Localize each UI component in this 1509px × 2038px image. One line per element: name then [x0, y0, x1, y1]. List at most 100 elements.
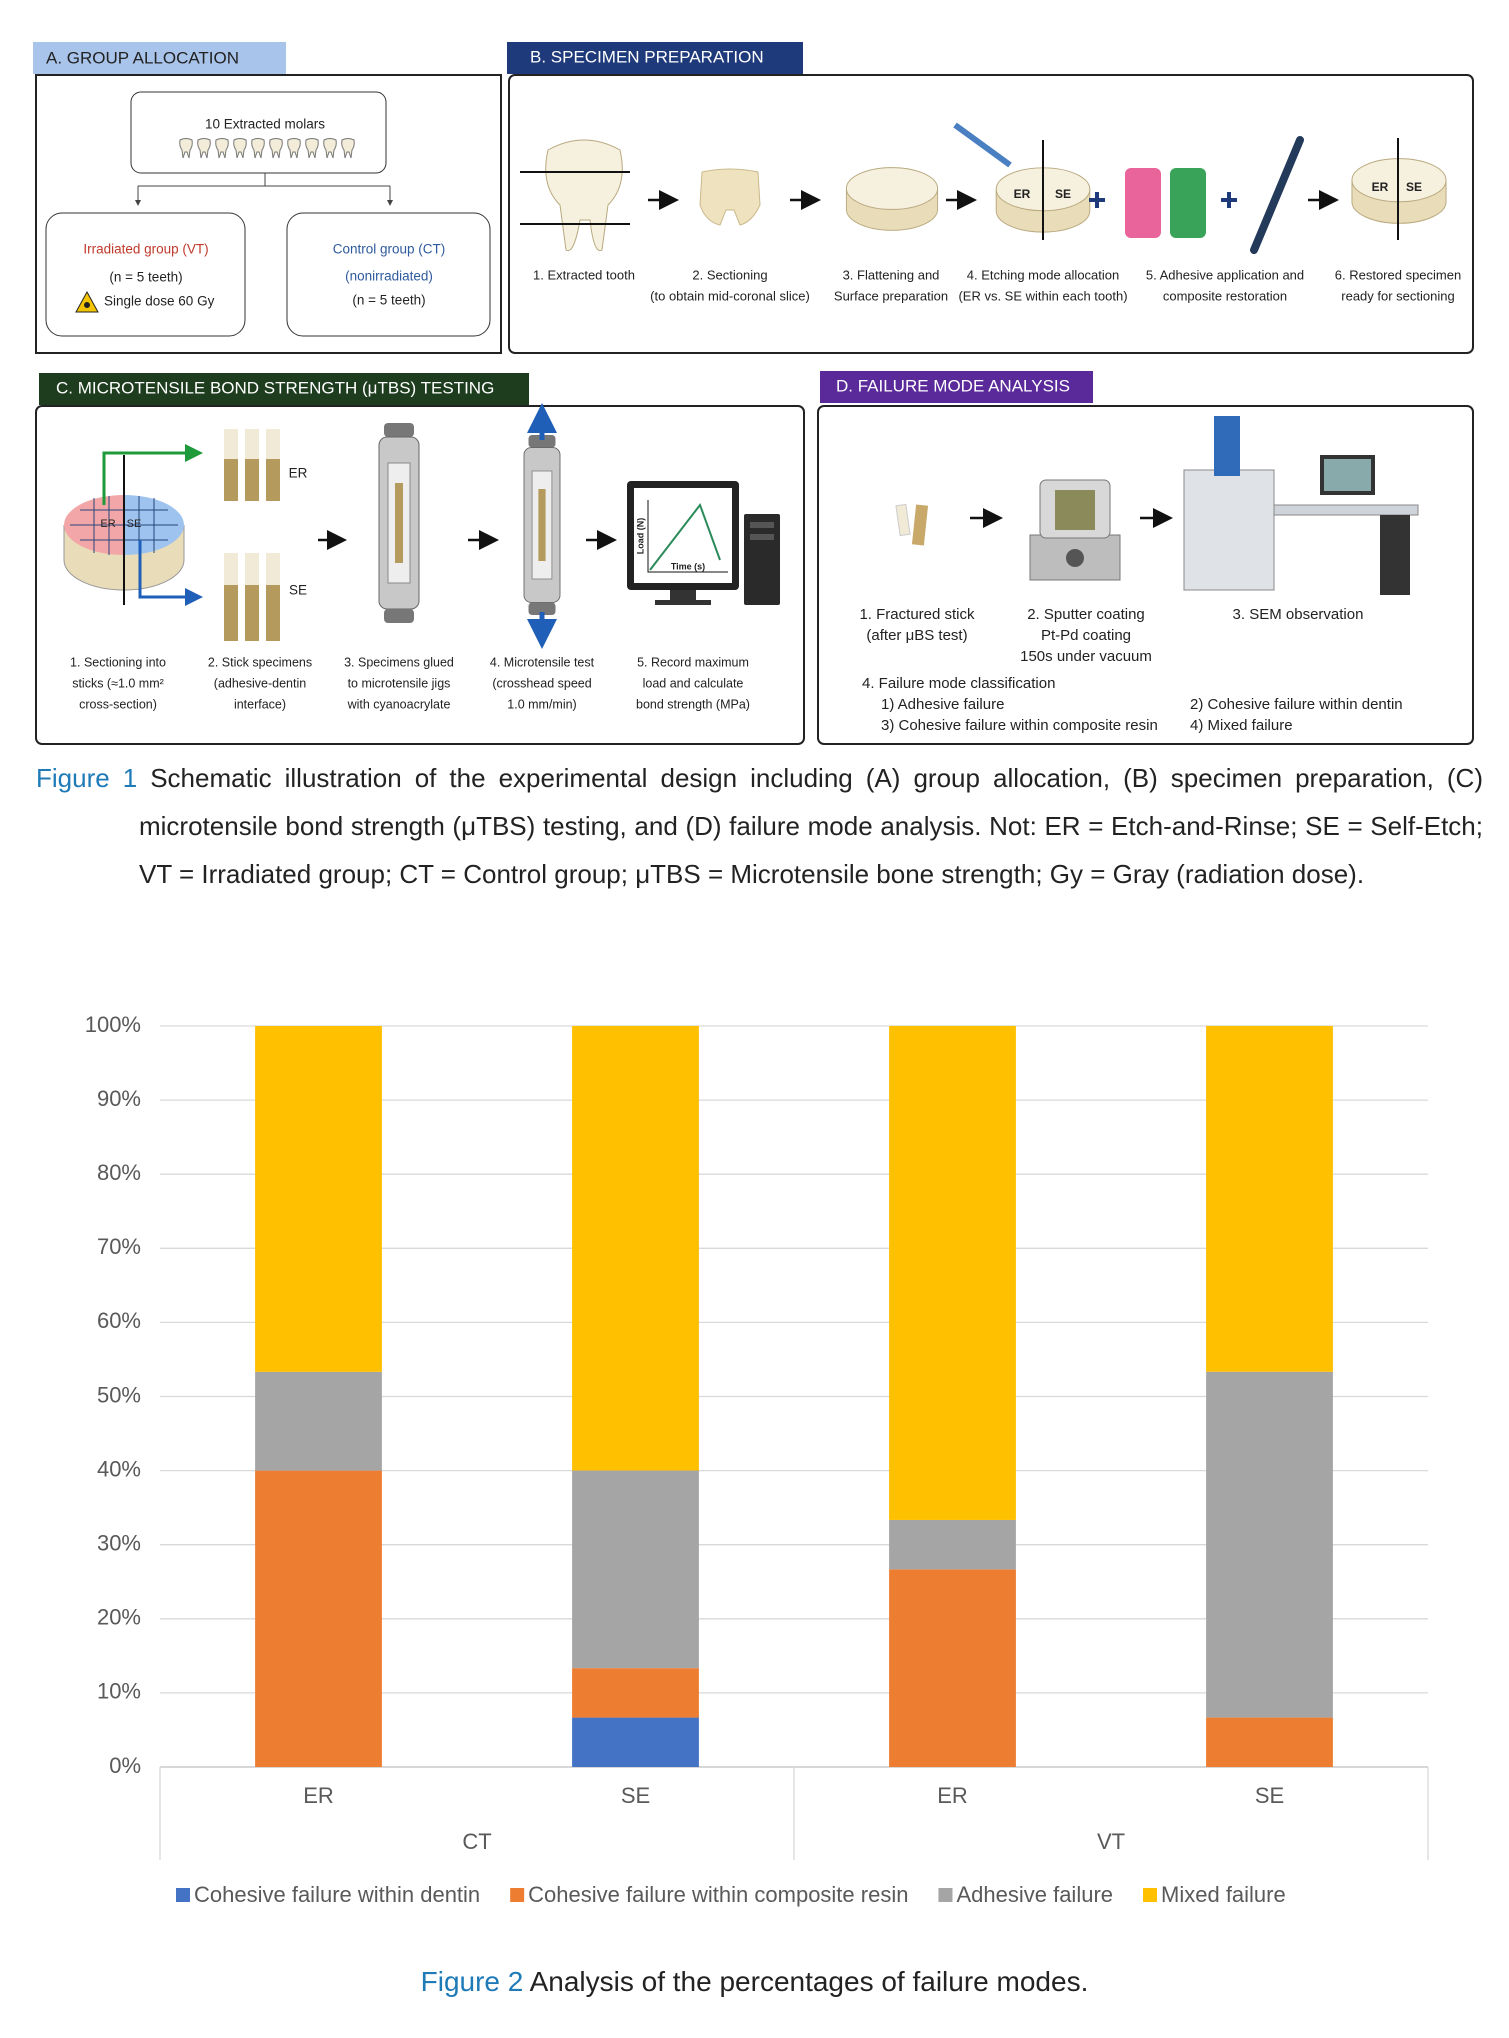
y-tick-label: 100%	[85, 1012, 141, 1037]
step-label: 1. Sectioning into	[70, 655, 166, 669]
split-lines	[135, 173, 393, 206]
legend-label: Mixed failure	[1161, 1882, 1286, 1907]
y-tick-label: 80%	[97, 1160, 141, 1185]
se-arrow	[138, 540, 203, 606]
disc-label: ER	[1014, 187, 1031, 201]
sectioned-disc	[63, 455, 185, 605]
legend-swatch	[176, 1888, 190, 1902]
step-label: 1. Fractured stick	[859, 606, 975, 623]
sticks	[224, 429, 280, 641]
er-arrow	[102, 444, 203, 505]
bar-segment	[255, 1026, 382, 1372]
x-tick-label: ER	[303, 1783, 334, 1808]
y-tick-label: 60%	[97, 1308, 141, 1333]
disc-icon	[845, 167, 939, 231]
step-label: to microtensile jigs	[348, 676, 451, 690]
y-tick-label: 0%	[109, 1753, 141, 1778]
applicator-icon	[1250, 136, 1304, 254]
panel-b	[508, 74, 1474, 354]
stick-label: ER	[289, 466, 308, 481]
legend-swatch	[510, 1888, 525, 1902]
classification-title: 4. Failure mode classification	[862, 675, 1055, 692]
panel-a-tab	[33, 42, 286, 74]
panel-d	[817, 405, 1474, 745]
classification-item: 1) Adhesive failure	[881, 696, 1004, 713]
y-tick-label: 90%	[97, 1086, 141, 1111]
group-n: (n = 5 teeth)	[109, 270, 182, 285]
jig-icon	[378, 423, 420, 623]
disc-label: SE	[1406, 180, 1422, 194]
y-tick-label: 30%	[97, 1531, 141, 1556]
disc-label: ER	[100, 518, 115, 530]
bar-segment	[572, 1470, 699, 1669]
step-label: 4. Microtensile test	[490, 655, 595, 669]
sem-icon	[1183, 416, 1419, 595]
bottle-icon	[1125, 168, 1161, 238]
group-note: (nonirradiated)	[345, 269, 433, 284]
caption-text: Analysis of the percentages of failure m…	[529, 1966, 1089, 1997]
sputter-icon	[1029, 479, 1121, 581]
figure-caption: Figure 2 Analysis of the percentages of …	[0, 1958, 1509, 2006]
group-name: Irradiated group (VT)	[83, 242, 208, 257]
group-dose: Single dose 60 Gy	[104, 294, 215, 309]
bottle-icon	[1170, 168, 1206, 238]
disc-label: ER	[1372, 180, 1389, 194]
step-label: 3. Flattening and	[843, 267, 940, 282]
x-tick-label: ER	[937, 1783, 968, 1808]
group-box	[45, 212, 246, 337]
caption-label: Figure 2	[420, 1966, 524, 1997]
step-label: 5. Record maximum	[637, 655, 749, 669]
step-label: 2. Sputter coating	[1027, 606, 1145, 623]
bar-segment	[255, 1470, 382, 1767]
step-label: (ER vs. SE within each tooth)	[958, 288, 1127, 303]
step-label: cross-section)	[79, 697, 157, 711]
panel-b-tab	[507, 42, 803, 74]
bar-segment	[889, 1025, 1016, 1520]
disc-label: SE	[1055, 187, 1071, 201]
step-label: 3. SEM observation	[1233, 606, 1364, 623]
bar-segment	[889, 1519, 1016, 1570]
panel-title: B. SPECIMEN PREPARATION	[530, 47, 764, 66]
radiation-icon	[84, 302, 90, 308]
step-label: 2. Stick specimens	[208, 655, 312, 669]
step-label: 1. Extracted tooth	[533, 267, 635, 282]
y-tick-label: 20%	[97, 1605, 141, 1630]
tooth-icon	[520, 139, 630, 252]
figure-caption: Figure 1 Schematic illustration of the e…	[36, 754, 1483, 898]
step-label: 3. Specimens glued	[344, 655, 454, 669]
group-name: Control group (CT)	[333, 242, 446, 257]
source-label: 10 Extracted molars	[205, 117, 325, 132]
group-box	[286, 212, 491, 337]
stick-label: SE	[289, 583, 307, 598]
step-label: 2. Sectioning	[692, 267, 767, 282]
x-tick-label: SE	[1255, 1783, 1284, 1808]
bar-segment	[1206, 1717, 1333, 1767]
classification-item: 4) Mixed failure	[1190, 717, 1293, 734]
graph-x-label: Time (s)	[671, 561, 705, 571]
legend-swatch	[1143, 1888, 1158, 1902]
stick-icon	[895, 503, 929, 546]
classification-item: 2) Cohesive failure within dentin	[1190, 696, 1403, 713]
step-label: Pt-Pd coating	[1041, 627, 1131, 644]
bar-segment	[255, 1371, 382, 1471]
slice-icon	[699, 168, 761, 226]
source-box	[130, 91, 387, 174]
step-label: bond strength (MPa)	[636, 697, 750, 711]
step-label: with cyanoacrylate	[347, 697, 451, 711]
y-tick-label: 10%	[97, 1679, 141, 1704]
step-label: composite restoration	[1163, 288, 1287, 303]
classification-item: 3) Cohesive failure within composite res…	[881, 717, 1158, 734]
panel-a	[35, 74, 502, 354]
bar-segment	[889, 1569, 1016, 1767]
panel-title: D. FAILURE MODE ANALYSIS	[836, 376, 1070, 395]
step-label: 5. Adhesive application and	[1146, 267, 1304, 282]
bar-segment	[1206, 1371, 1333, 1718]
y-tick-label: 40%	[97, 1456, 141, 1481]
panel-c-tab	[39, 373, 529, 405]
disc-label: SE	[127, 518, 142, 530]
jig-icon	[523, 435, 561, 615]
bar-segment	[572, 1668, 699, 1718]
bar-segment	[572, 1025, 699, 1471]
y-tick-label: 70%	[97, 1234, 141, 1259]
